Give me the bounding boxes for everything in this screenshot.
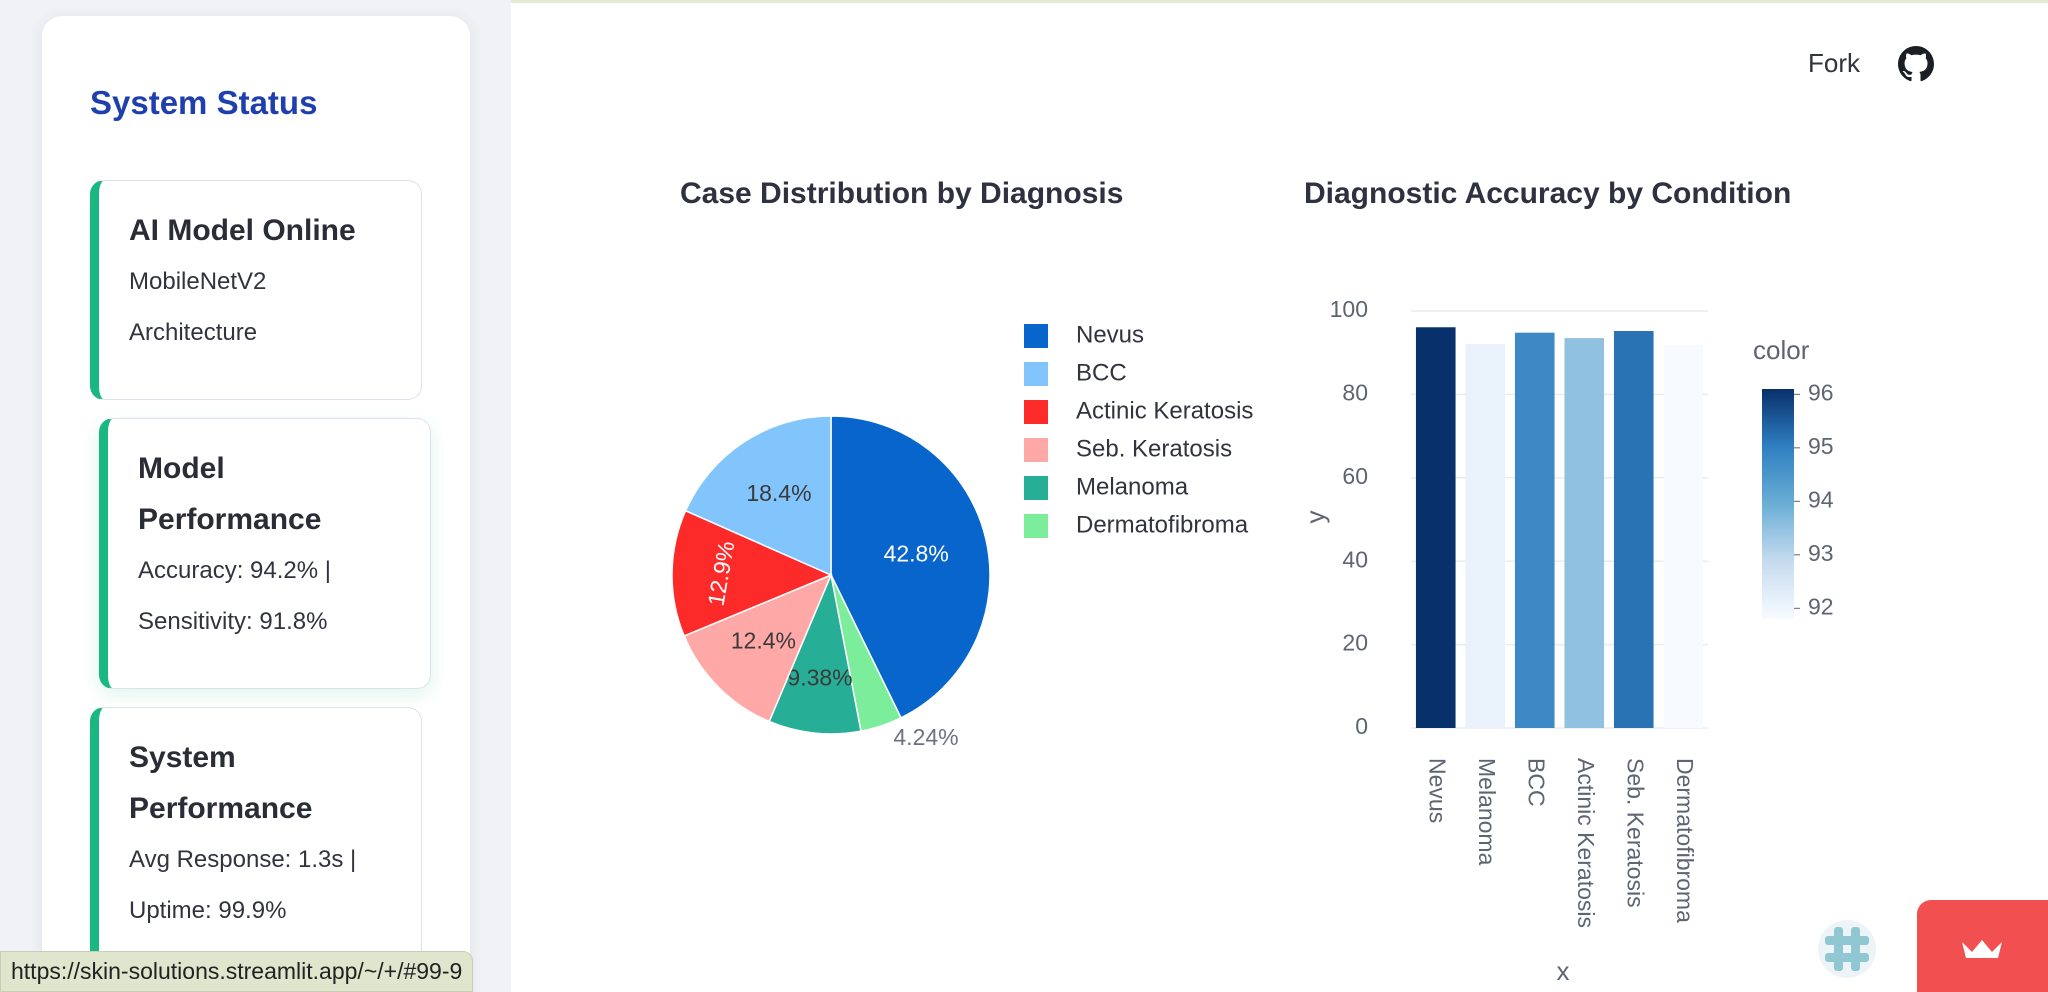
- bar-chart: 0 20 40 60 80 100 Nevus Melanoma BCC Actinic Kera…: [1300, 296, 1834, 986]
- legend-label: Nevus: [1076, 321, 1144, 348]
- legend-label: BCC: [1076, 359, 1127, 386]
- legend-label: Actinic Keratosis: [1076, 397, 1253, 424]
- pie-slice: [830, 415, 991, 719]
- status-card-ai-model: AI Model Online MobileNetV2 Architecture: [90, 180, 422, 400]
- hashtag-icon[interactable]: [1816, 918, 1878, 980]
- y-tick-label: 80: [1342, 379, 1368, 405]
- top-border: [0, 0, 2048, 3]
- status-card-title: Model: [138, 452, 225, 485]
- colorbar-tick-label: 96: [1808, 379, 1834, 405]
- fork-button[interactable]: Fork: [1808, 48, 1860, 78]
- pie-slice-label: 42.8%: [884, 540, 949, 566]
- status-card-model-performance: Model Performance Accuracy: 94.2% | Sens…: [99, 418, 431, 689]
- y-tick-label: 40: [1342, 546, 1368, 572]
- status-card-line: Avg Response: 1.3s |: [129, 846, 357, 873]
- x-tick-label: Actinic Keratosis: [1573, 758, 1599, 928]
- bar: [1663, 345, 1704, 728]
- legend-swatch: [1024, 514, 1048, 538]
- status-card-title: Performance: [129, 792, 313, 825]
- legend-swatch: [1024, 362, 1048, 386]
- pie-slice-label: 12.4%: [731, 627, 796, 653]
- x-axis-title: x: [1557, 956, 1570, 986]
- y-tick-label: 60: [1342, 463, 1368, 489]
- bar: [1465, 343, 1506, 728]
- status-card-line: Uptime: 99.9%: [129, 897, 287, 924]
- y-axis-title: y: [1300, 511, 1330, 524]
- x-tick-label: Dermatofibroma: [1672, 758, 1698, 923]
- pie-legend: Nevus BCC Actinic Keratosis Seb. Keratosis M…: [1024, 321, 1253, 538]
- x-tick-label: Melanoma: [1474, 758, 1500, 866]
- crown-icon: [1962, 940, 2002, 958]
- x-tick-label: Nevus: [1425, 758, 1451, 823]
- link-preview-url: https://skin-solutions.streamlit.app/~/+…: [0, 951, 474, 992]
- bar: [1613, 331, 1654, 728]
- legend-label: Melanoma: [1076, 473, 1189, 500]
- status-card-title: System: [129, 741, 236, 774]
- colorbar-tick-label: 93: [1808, 540, 1834, 566]
- legend-swatch: [1024, 324, 1048, 348]
- bar: [1514, 332, 1555, 728]
- pie-slice-label: 4.24%: [893, 724, 958, 750]
- sidebar: System Status AI Model Online MobileNetV…: [0, 0, 511, 992]
- x-tick-label: Seb. Keratosis: [1623, 758, 1649, 908]
- y-tick-label: 0: [1355, 713, 1368, 739]
- bar: [1415, 327, 1456, 728]
- y-tick-label: 100: [1330, 296, 1368, 322]
- status-card-line: Accuracy: 94.2% |: [138, 557, 331, 584]
- status-card-line: Sensitivity: 91.8%: [138, 608, 328, 635]
- pie-slice: [768, 572, 862, 735]
- pie-slice: [684, 415, 832, 577]
- colorbar-tick-label: 95: [1808, 433, 1834, 459]
- bar: [1564, 338, 1605, 728]
- pie-slice: [671, 509, 833, 637]
- status-card-system-performance: System Performance Avg Response: 1.3s | …: [90, 707, 422, 992]
- pie-slice-label: 18.4%: [746, 480, 811, 506]
- pie-slice: [683, 573, 833, 723]
- pie-slice-label: 9.38%: [787, 664, 852, 690]
- colorbar-tick-label: 92: [1808, 593, 1834, 619]
- colorbar-tick-label: 94: [1808, 486, 1834, 512]
- legend-swatch: [1024, 400, 1048, 424]
- colorbar: [1762, 389, 1794, 619]
- pie-chart: 42.8%4.24%9.38%12.4%12.9%18.4%: [671, 415, 991, 750]
- sidebar-title: System Status: [90, 84, 318, 121]
- pie-chart-title: Case Distribution by Diagnosis: [680, 177, 1124, 210]
- y-tick-label: 20: [1342, 630, 1368, 656]
- bar-chart-title: Diagnostic Accuracy by Condition: [1304, 177, 1792, 210]
- legend-swatch: [1024, 438, 1048, 462]
- x-tick-label: BCC: [1524, 758, 1550, 807]
- streamlit-badge[interactable]: [1917, 900, 2048, 992]
- colorbar-title: color: [1753, 335, 1810, 365]
- legend-label: Seb. Keratosis: [1076, 435, 1232, 462]
- legend-swatch: [1024, 476, 1048, 500]
- legend-label: Dermatofibroma: [1076, 511, 1249, 538]
- status-card-line: MobileNetV2: [129, 268, 267, 295]
- github-icon[interactable]: [1898, 46, 1934, 82]
- status-card-title: AI Model Online: [129, 214, 356, 247]
- status-card-title: Performance: [138, 503, 322, 536]
- status-card-line: Architecture: [129, 319, 258, 346]
